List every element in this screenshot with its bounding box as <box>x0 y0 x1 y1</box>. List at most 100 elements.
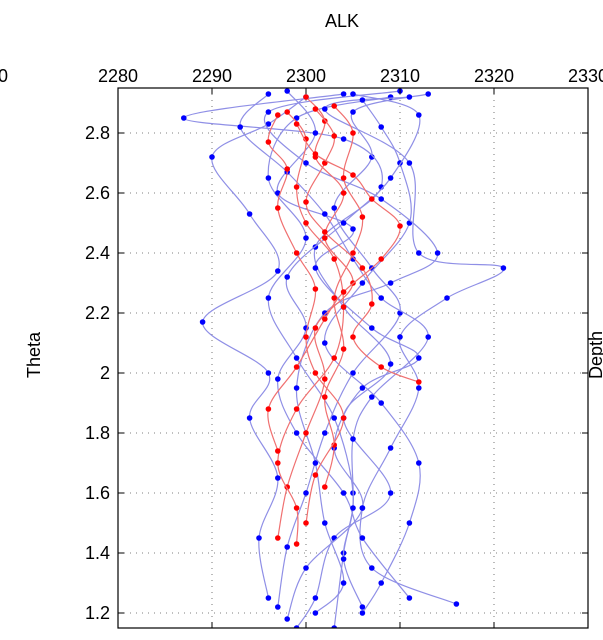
blue-data-point <box>359 505 366 511</box>
red-data-point <box>331 355 338 361</box>
red-data-point <box>303 520 309 526</box>
red-data-point <box>293 121 300 127</box>
red-data-point <box>322 235 328 241</box>
blue-data-point <box>293 625 300 628</box>
blue-data-point <box>322 340 328 346</box>
red-data-point <box>284 166 291 172</box>
red-data-point <box>293 406 300 412</box>
blue-data-point <box>265 121 272 127</box>
blue-data-point <box>359 610 366 616</box>
y-tick-label: 1.4 <box>85 543 110 563</box>
red-data-point <box>397 223 403 229</box>
red-data-point <box>265 406 272 412</box>
blue-data-point <box>322 310 328 316</box>
red-data-point <box>303 430 309 436</box>
x-tick-label: 2330 <box>568 66 603 86</box>
red-data-point <box>303 220 309 226</box>
blue-data-point <box>359 535 366 541</box>
red-data-point <box>331 295 338 301</box>
red-data-point <box>312 325 319 331</box>
y-tick-label: 2.6 <box>85 183 110 203</box>
blue-data-point <box>340 91 347 97</box>
blue-data-point <box>350 109 356 115</box>
red-profile-line <box>324 105 364 488</box>
red-data-point <box>303 334 309 340</box>
red-data-point <box>331 133 338 139</box>
blue-data-point <box>359 385 366 391</box>
x-tick-label: 2290 <box>192 66 232 86</box>
blue-data-point <box>387 361 394 367</box>
blue-data-point <box>293 430 300 436</box>
gridlines <box>118 88 588 628</box>
blue-data-point <box>350 370 356 376</box>
x-tick-label-cut: 0 <box>0 66 8 86</box>
red-data-point <box>322 484 328 490</box>
y-tick-label: 2.8 <box>85 123 110 143</box>
blue-data-point <box>416 385 422 391</box>
blue-data-point <box>369 394 375 400</box>
blue-data-point <box>378 580 385 586</box>
y-tick-label: 1.2 <box>85 603 110 623</box>
red-data-point <box>340 289 347 295</box>
blue-data-point <box>369 154 375 160</box>
blue-data-point <box>303 565 309 571</box>
blue-data-point <box>387 280 394 286</box>
red-data-point <box>416 379 422 385</box>
red-data-point <box>350 130 356 136</box>
right-axis-label: Depth <box>586 331 603 379</box>
blue-data-point <box>322 106 328 112</box>
blue-data-point <box>284 274 291 280</box>
red-data-point <box>331 442 338 448</box>
blue-data-point <box>209 154 215 160</box>
blue-data-point <box>340 490 347 496</box>
red-data-point <box>312 106 319 112</box>
red-data-point <box>293 505 300 511</box>
blue-data-point <box>340 136 347 142</box>
red-data-point <box>284 109 291 115</box>
blue-data-point <box>265 595 272 601</box>
blue-data-point <box>181 115 187 121</box>
blue-data-point <box>425 91 432 97</box>
red-data-point <box>369 301 375 307</box>
blue-data-point <box>303 235 309 241</box>
blue-data-point <box>350 226 356 232</box>
x-tick-label: 2280 <box>98 66 138 86</box>
red-data-point <box>322 316 328 322</box>
red-data-point <box>340 304 347 310</box>
red-data-point <box>340 415 347 421</box>
blue-data-point <box>359 280 366 286</box>
red-data-point <box>275 205 281 211</box>
blue-data-point <box>199 319 206 325</box>
blue-data-point <box>406 160 413 166</box>
blue-data-point <box>303 490 309 496</box>
blue-data-point <box>284 88 291 94</box>
red-data-point <box>312 286 319 292</box>
red-profile-line <box>277 96 354 539</box>
blue-data-point <box>275 376 281 382</box>
blue-data-point <box>237 124 243 130</box>
blue-data-point <box>378 196 385 202</box>
blue-data-point <box>293 115 300 121</box>
red-data-point <box>293 541 300 547</box>
red-data-point <box>359 214 366 220</box>
axis-ticks: 2280 2290 2300 2310 2320 2330 1.2 1.4 1.6 1.8 2 2.2… <box>85 66 603 628</box>
blue-data-point <box>350 505 356 511</box>
blue-series-group <box>181 88 507 628</box>
red-data-point <box>275 112 281 118</box>
y-tick-label: 1.6 <box>85 483 110 503</box>
axes-box <box>117 87 589 629</box>
red-data-point <box>312 151 319 157</box>
blue-data-point <box>331 415 338 421</box>
blue-data-point <box>387 175 394 181</box>
blue-data-point <box>312 265 319 271</box>
blue-data-point <box>275 475 281 481</box>
blue-data-point <box>378 295 385 301</box>
red-data-point <box>340 346 347 352</box>
blue-data-point <box>416 460 422 466</box>
red-data-point <box>275 448 281 454</box>
red-data-point <box>350 334 356 340</box>
red-data-point <box>265 139 272 145</box>
blue-data-point <box>303 160 309 166</box>
blue-data-point <box>312 595 319 601</box>
